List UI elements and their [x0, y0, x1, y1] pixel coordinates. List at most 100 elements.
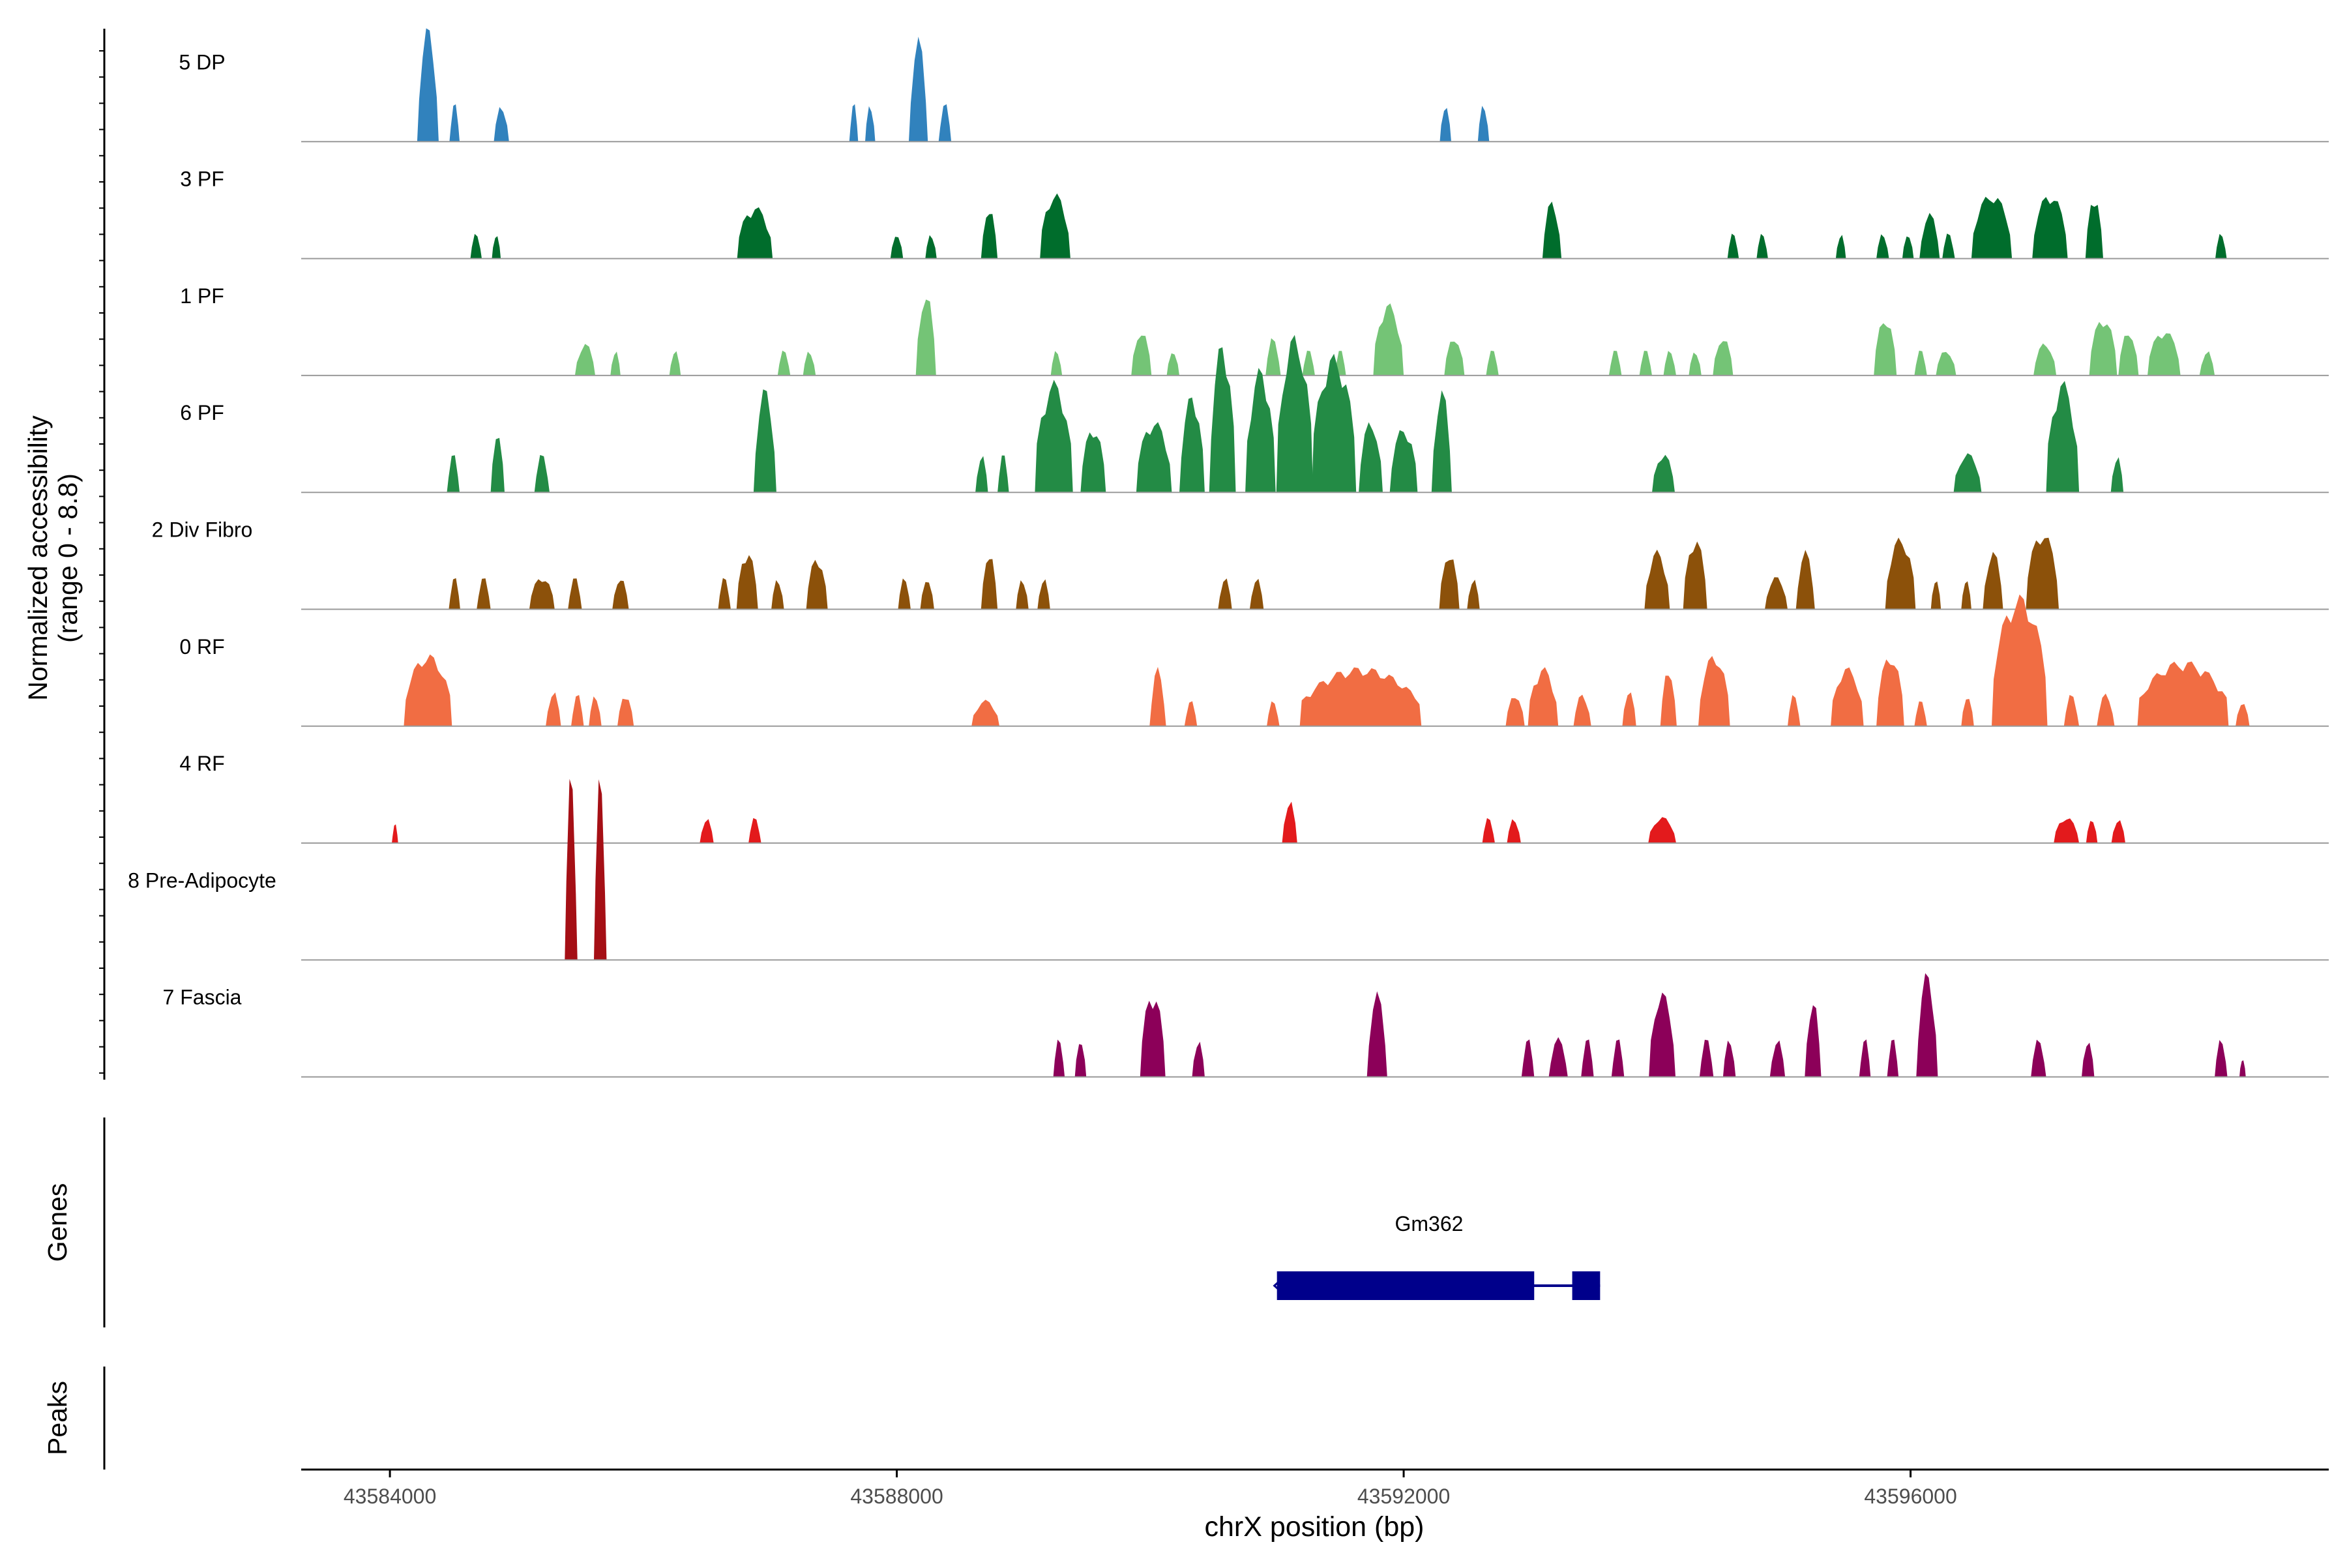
coverage-peak	[1859, 1039, 1871, 1077]
track-8-pre-adipocyte: 8 Pre-Adipocyte	[128, 778, 2329, 961]
coverage-peak	[771, 580, 784, 610]
coverage-peak	[1467, 580, 1480, 610]
coverage-peak	[865, 106, 876, 142]
coverage-peak	[2110, 457, 2124, 493]
coverage-peak	[1608, 351, 1622, 376]
track-label: 7 Fascia	[163, 986, 242, 1009]
coverage-peak	[1366, 991, 1387, 1077]
coverage-peak	[777, 350, 791, 376]
coverage-peak	[1756, 233, 1768, 259]
coverage-peak	[470, 233, 482, 259]
coverage-peak	[736, 555, 758, 610]
coverage-peak	[1611, 1039, 1625, 1077]
coverage-peak	[1622, 692, 1636, 726]
coverage-peak	[1528, 667, 1559, 726]
coverage-peak	[1209, 347, 1236, 493]
coverage-peak	[2046, 381, 2080, 493]
coverage-peak	[1192, 1041, 1205, 1077]
coverage-peak	[477, 578, 491, 610]
coverage-peak	[915, 299, 936, 376]
x-tick-label: 43584000	[344, 1485, 436, 1508]
coverage-peak	[1961, 699, 1974, 726]
coverage-peak	[981, 214, 998, 259]
coverage-peak	[1249, 578, 1264, 610]
coverage-peak	[2033, 343, 2057, 376]
coverage-peak	[1482, 818, 1495, 844]
track-2-div-fibro: 2 Div Fibro	[152, 518, 2329, 610]
coverage-peak	[1874, 323, 1897, 376]
coverage-peak	[1507, 819, 1521, 844]
coverage-peak	[1663, 351, 1676, 376]
strand-arrow	[1273, 1279, 1282, 1293]
coverage-peak	[1639, 351, 1652, 376]
track-label: 0 RF	[179, 635, 224, 658]
coverage-peak	[1769, 1040, 1786, 1077]
coverage-peak	[2089, 321, 2118, 376]
coverage-peak	[2215, 1040, 2228, 1077]
coverage-peak	[2118, 335, 2139, 376]
coverage-peak	[2086, 821, 2098, 844]
coverage-peak	[2063, 694, 2080, 726]
coverage-peak	[449, 578, 460, 610]
y-axis-label-line1: Normalized accessibility	[23, 415, 53, 701]
coverage-peak	[1648, 817, 1676, 844]
coverage-peak	[565, 778, 578, 960]
coverage-peak	[1265, 338, 1281, 376]
coverage-peak	[1505, 698, 1525, 726]
coverage-peak	[568, 578, 582, 610]
coverage-peak	[2239, 1060, 2246, 1077]
coverage-peak	[2054, 818, 2080, 844]
coverage-peak	[571, 695, 584, 726]
coverage-peak	[1299, 667, 1422, 726]
track-label: 6 PF	[180, 401, 224, 424]
track-6-pf: 6 PF	[180, 334, 2329, 494]
coverage-peak	[898, 578, 911, 610]
track-7-fascia: 7 Fascia	[163, 973, 2329, 1078]
coverage-peak	[1359, 422, 1383, 493]
coverage-peak	[938, 104, 952, 142]
track-label: 4 RF	[179, 752, 224, 775]
coverage-peak	[997, 455, 1009, 493]
coverage-peak	[1149, 666, 1166, 726]
coverage-peak	[1885, 537, 1916, 610]
coverage-peak	[1795, 550, 1815, 610]
coverage-peak	[1953, 453, 1982, 493]
coverage-peak	[2137, 661, 2229, 726]
coverage-peak	[494, 107, 509, 142]
coverage-peak	[417, 28, 439, 142]
genes-panel-label: Genes	[42, 1183, 72, 1262]
coverage-peak	[975, 456, 988, 493]
coverage-peak	[529, 579, 555, 610]
coverage-peak	[534, 454, 550, 493]
track-layer: 5 DP 3 PF 1 PF 6 PF 2 Div Fibro 0 RF 4 RF 8 Pre…	[128, 28, 2329, 1078]
track-5-dp: 5 DP	[179, 28, 2329, 143]
coverage-peak	[1542, 201, 1562, 259]
coverage-peak	[1140, 1000, 1166, 1077]
coverage-peak	[1876, 659, 1904, 726]
coverage-peak	[981, 559, 998, 610]
coverage-peak	[806, 559, 828, 610]
coverage-peak	[2215, 233, 2227, 259]
coverage-peak	[2026, 537, 2059, 610]
coverage-peak	[1548, 1037, 1568, 1077]
track-1-pf: 1 PF	[180, 284, 2329, 376]
coverage-peak	[574, 344, 595, 376]
coverage-peak	[1961, 581, 1971, 610]
coverage-peak	[589, 696, 602, 726]
coverage-peak	[1312, 353, 1357, 493]
coverage-peak	[1573, 694, 1591, 726]
coverage-peak	[1930, 581, 1941, 610]
coverage-peak	[1942, 233, 1955, 259]
coverage-peak	[1050, 351, 1063, 376]
coverage-peak	[1765, 577, 1788, 610]
coverage-peak	[1521, 1039, 1535, 1077]
coverage-peak	[925, 235, 937, 259]
coverage-peak	[492, 236, 501, 259]
coverage-peak	[1660, 675, 1677, 726]
coverage-peak	[594, 779, 607, 960]
coverage-peak	[1992, 594, 2048, 726]
coverage-peak	[1644, 550, 1670, 610]
coverage-peak	[449, 104, 460, 142]
y-axis-ticks	[99, 50, 104, 1074]
